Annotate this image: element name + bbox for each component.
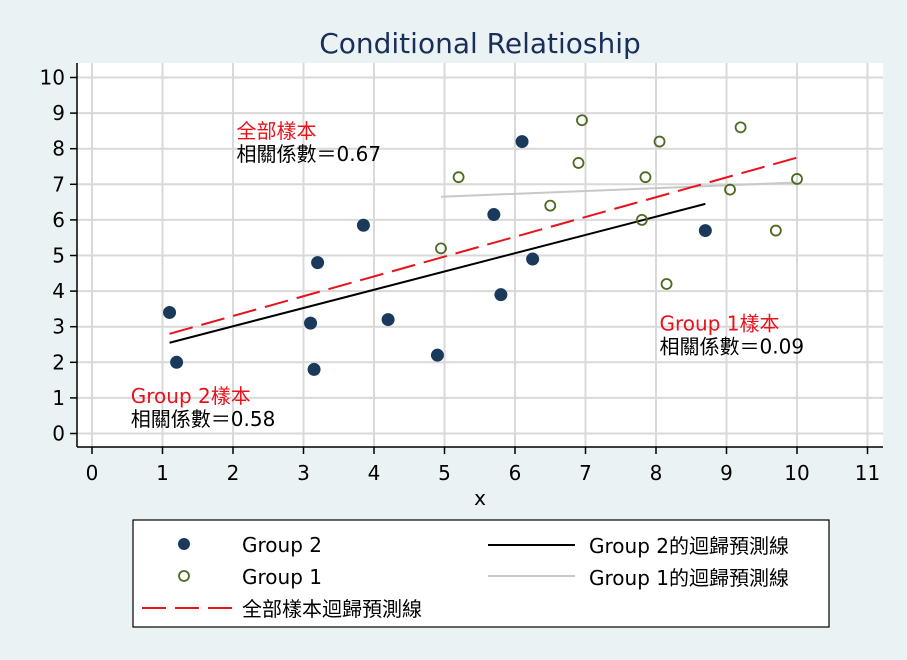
legend-group2-label: Group 2 (242, 533, 322, 557)
group2-point (163, 305, 177, 319)
group2-point (487, 208, 501, 222)
y-tick-label: 9 (52, 101, 65, 125)
group2-point (526, 252, 540, 266)
group1-point (660, 278, 673, 290)
group2-point (356, 218, 370, 232)
group2-point (170, 355, 184, 369)
legend-group1-marker (178, 570, 190, 582)
group2-point (494, 288, 508, 302)
group1-point (544, 199, 557, 212)
x-tick-label: 6 (509, 461, 522, 485)
group2-point (515, 135, 529, 149)
y-tick-label: 8 (52, 137, 65, 161)
group1-point (653, 135, 666, 148)
annotation-group2-label: Group 2樣本 (131, 384, 251, 408)
annotation-group1-label: Group 1樣本 (660, 311, 780, 335)
group2-point (430, 348, 444, 362)
x-tick-label: 1 (156, 461, 169, 485)
legend-group2-marker (178, 538, 190, 550)
x-tick-label: 10 (784, 461, 809, 485)
annotation-all-sample-correlation: 相關係數＝0.67 (237, 142, 382, 166)
group2-point (698, 224, 712, 238)
y-tick-label: 5 (52, 244, 65, 268)
group1-point (435, 242, 447, 255)
y-tick-label: 4 (52, 279, 65, 303)
legend-box (132, 519, 830, 628)
x-axis-title: x (474, 486, 486, 510)
group1-point (769, 224, 782, 237)
group1-point (636, 213, 648, 226)
y-tick-label: 0 (52, 422, 65, 446)
fit-line-all-sample (169, 156, 798, 335)
x-tick-label: 4 (368, 461, 381, 485)
group2-point (311, 256, 325, 270)
legend-group1-label: Group 1 (242, 565, 322, 589)
group2-point (307, 362, 321, 376)
chart-title: Conditional Relatioship (319, 27, 641, 60)
x-tick-label: 8 (650, 461, 663, 485)
x-tick-label: 5 (438, 461, 451, 485)
x-tick-label: 7 (579, 461, 592, 485)
group1-point (572, 157, 585, 169)
x-tick-label: 3 (297, 461, 310, 485)
legend-all-fit-label: 全部樣本迴歸預測線 (242, 597, 422, 621)
y-tick-label: 2 (52, 350, 65, 374)
group1-point (734, 121, 747, 134)
y-tick-label: 10 (40, 66, 65, 90)
x-tick-label: 11 (855, 461, 880, 485)
group1-point (639, 171, 652, 184)
x-tick-label: 0 (86, 461, 99, 485)
group1-point (791, 173, 803, 185)
y-tick-label: 1 (52, 386, 65, 410)
group1-point (576, 114, 588, 127)
group1-point (724, 183, 736, 196)
y-tick-label: 6 (52, 208, 65, 232)
group2-point (381, 313, 395, 327)
group2-point (304, 316, 318, 330)
x-tick-label: 9 (720, 461, 733, 485)
fit-line-group2 (169, 202, 706, 344)
y-tick-label: 7 (52, 172, 65, 196)
x-tick-label: 2 (227, 461, 240, 485)
annotation-group1-correlation: 相關係數＝0.09 (660, 334, 805, 358)
y-tick-label: 3 (52, 315, 65, 339)
group1-point (452, 171, 465, 184)
annotation-group2-correlation: 相關係數＝0.58 (131, 407, 276, 431)
fit-line-group1 (440, 181, 798, 198)
annotation-all-sample-label: 全部樣本 (237, 119, 317, 143)
legend-group2-fit-label: Group 2的迴歸預測線 (589, 534, 789, 558)
legend-group1-fit-label: Group 1的迴歸預測線 (589, 566, 789, 590)
